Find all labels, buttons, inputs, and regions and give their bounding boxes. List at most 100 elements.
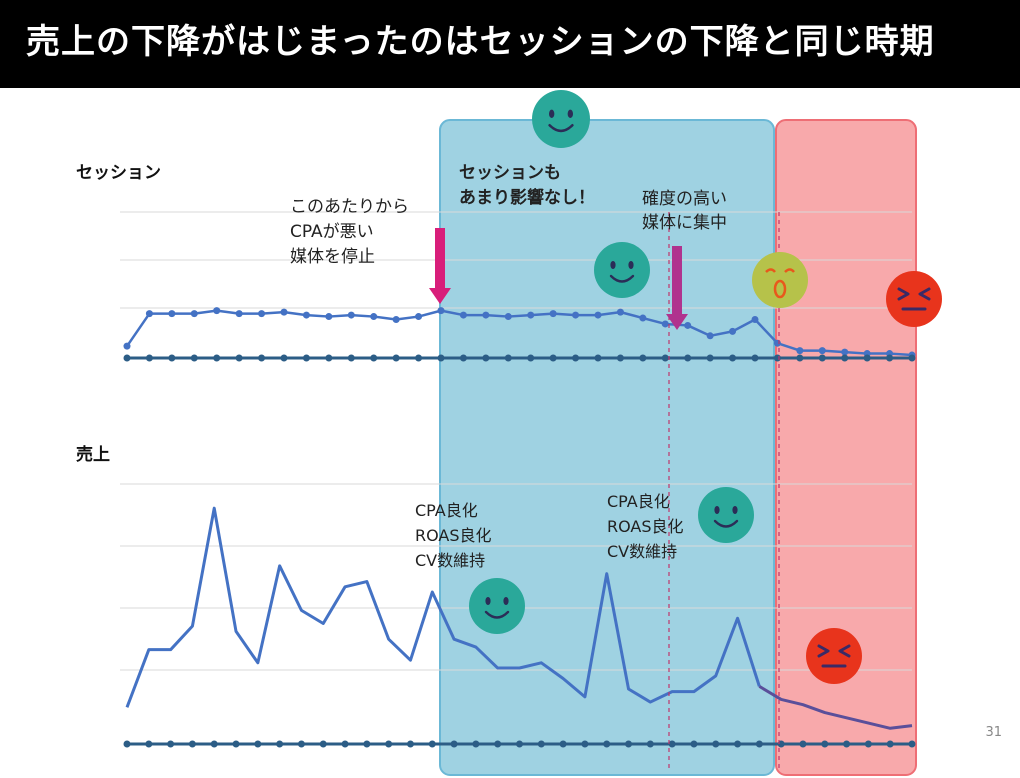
baseline-point (325, 354, 333, 362)
baseline-point (188, 740, 196, 748)
baseline-point (504, 354, 512, 362)
data-point (639, 314, 647, 322)
data-point (347, 311, 355, 319)
data-point (549, 310, 557, 318)
chart-title: 売上 (76, 444, 110, 465)
down-arrow-icon (429, 228, 451, 304)
baseline-point (415, 354, 423, 362)
annotation-focus-media-line: 確度の高い (642, 189, 727, 209)
baseline-point (370, 354, 378, 362)
header-bar: 売上の下降がはじまったのはセッションの下降と同じ時期 (0, 0, 1020, 88)
annotation-stop-cpa-line: CPAが悪い (290, 222, 374, 242)
down-arrow-icon (666, 246, 688, 330)
baseline-point (428, 740, 436, 748)
annotation-improvement-2-line: CPA良化 (607, 492, 670, 511)
data-point (145, 310, 153, 318)
data-point (527, 311, 535, 319)
annotation-improvement-2-line: CV数維持 (607, 542, 677, 561)
baseline-point (594, 354, 602, 362)
baseline-point (684, 354, 692, 362)
baseline-point (843, 740, 851, 748)
baseline-point (864, 740, 872, 748)
baseline-point (232, 740, 240, 748)
baseline-point (537, 740, 545, 748)
baseline-point (751, 354, 759, 362)
data-point (482, 311, 490, 319)
baseline-point (886, 354, 894, 362)
smiley-face-icon (698, 487, 754, 543)
baseline-point (908, 354, 916, 362)
annotation-stop-cpa-line: 媒体を停止 (290, 247, 375, 267)
baseline-point (646, 740, 654, 748)
data-point (661, 320, 669, 328)
baseline-point (908, 740, 916, 748)
baseline-point (516, 740, 523, 748)
data-point (504, 313, 512, 321)
smiley-face-icon (532, 90, 590, 148)
data-point (392, 316, 400, 324)
data-point (168, 310, 176, 318)
baseline-point (796, 354, 804, 362)
baseline-point (668, 740, 676, 748)
chart-title: セッション (76, 163, 161, 183)
baseline-point (482, 354, 490, 362)
baseline-point (886, 740, 894, 748)
baseline-point (799, 740, 807, 748)
baseline-point (706, 354, 714, 362)
baseline-point (167, 740, 175, 748)
baseline-point (258, 354, 266, 362)
page-number: 31 (985, 725, 1002, 740)
baseline-point (123, 740, 131, 748)
data-point (123, 342, 131, 350)
series-line-decline (758, 685, 913, 730)
baseline-point (549, 354, 557, 362)
baseline-point (581, 740, 589, 748)
data-point (684, 321, 692, 329)
baseline-point (363, 740, 371, 748)
baseline-point (235, 354, 243, 362)
data-point (751, 316, 759, 324)
baseline-point (863, 354, 871, 362)
data-point (706, 332, 714, 340)
baseline-point (661, 354, 669, 362)
baseline-point (276, 740, 284, 748)
sales-chart (120, 483, 916, 748)
data-point (325, 313, 333, 321)
data-point (616, 308, 624, 316)
baseline-point (123, 354, 131, 362)
baseline-point (734, 740, 742, 748)
data-point (235, 310, 243, 318)
baseline-point (821, 740, 829, 748)
baseline-point (302, 354, 310, 362)
data-point (258, 310, 266, 318)
baseline-point (712, 740, 720, 748)
data-point (302, 311, 310, 319)
baseline-point (190, 354, 198, 362)
annotation-improvement-1-line: CPA良化 (415, 501, 478, 520)
baseline-point (437, 354, 445, 362)
baseline-point (168, 354, 176, 362)
data-point (459, 311, 467, 319)
data-point (370, 313, 378, 321)
baseline-point (347, 354, 355, 362)
data-point (190, 310, 198, 318)
data-point (594, 311, 602, 319)
baseline-point (254, 740, 262, 748)
annotation-session-ok-line: セッションも (459, 163, 561, 183)
baseline-point (494, 740, 502, 748)
data-point (415, 313, 423, 321)
annotation-session-ok-line: あまり影響なし！ (459, 187, 595, 208)
data-point (572, 311, 580, 319)
slide-title: 売上の下降がはじまったのはセッションの下降と同じ時期 (26, 22, 935, 62)
baseline-point (280, 354, 288, 362)
baseline-point (341, 740, 349, 748)
baseline-point (213, 354, 221, 362)
baseline-point (690, 740, 698, 748)
baseline-point (616, 354, 624, 362)
baseline-point (406, 740, 414, 748)
data-point (437, 307, 445, 315)
angry-face-icon (806, 628, 862, 684)
baseline-point (625, 740, 633, 748)
data-point (280, 308, 288, 316)
